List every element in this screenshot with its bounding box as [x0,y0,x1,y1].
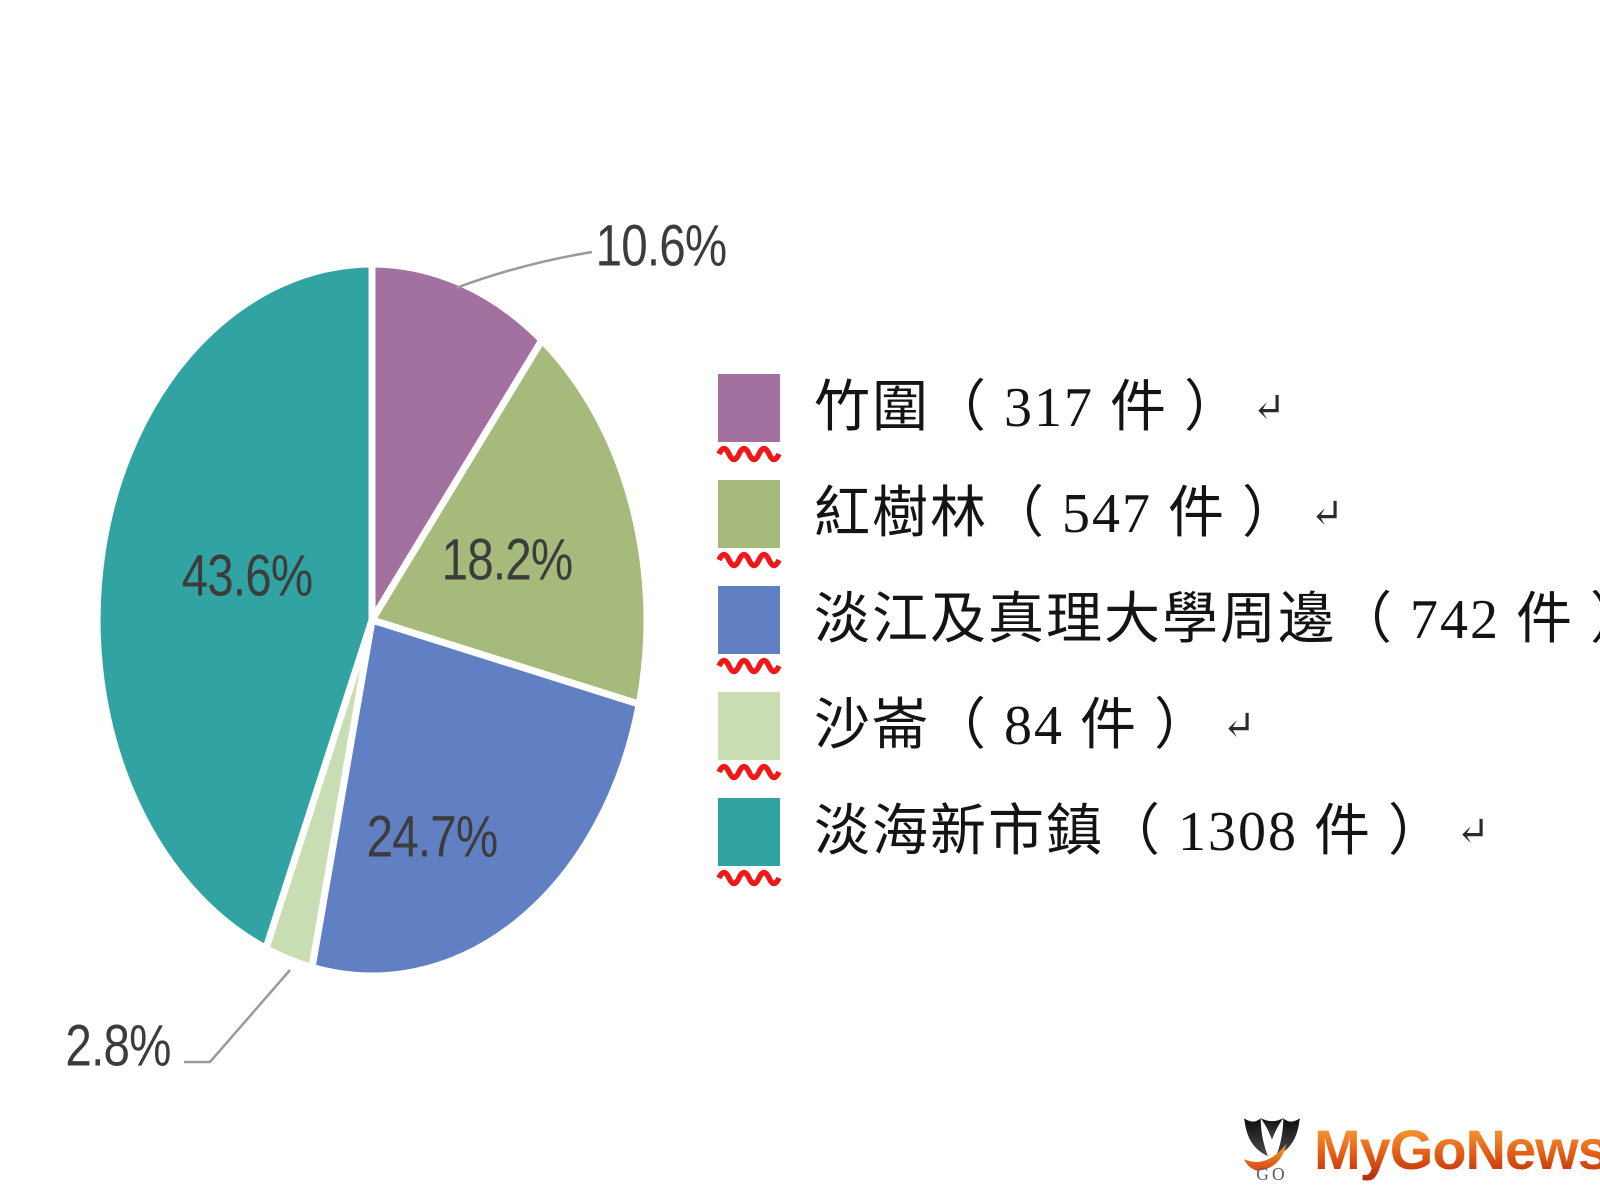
legend-swatch [716,374,782,463]
pie-slice-tamkang-university-area [308,616,643,980]
spellcheck-squiggle [716,551,782,569]
legend-label: 淡江及真理大學周邊（ 742 件 ） [814,589,1600,651]
leader-line-shalun [184,969,291,1064]
paragraph-return-mark: ↵ [1222,703,1256,748]
legend-item-tamhai-new-town: 淡海新市鎮（ 1308 件 ） ↵ [716,798,1600,888]
legend-swatch [716,586,782,675]
legend-item-shalun: 沙崙（ 84 件 ） ↵ [716,692,1600,782]
chart-legend: 竹圍（ 317 件 ） ↵ 紅樹林（ 547 件 ） ↵ 淡江及真理大學周邊（ … [716,374,1600,904]
legend-item-tamkang-university-area: 淡江及真理大學周邊（ 742 件 ） ↵ [716,586,1600,676]
pie-slice-tamhai-new-town [93,260,376,952]
legend-label: 淡海新市鎮（ 1308 件 ） [814,801,1446,863]
percent-label-zhuwei: 10.6% [595,213,728,279]
legend-label: 竹圍（ 317 件 ） [814,377,1242,439]
legend-swatch [716,692,782,781]
paragraph-return-mark: ↵ [1310,491,1344,536]
percent-label-tamkang-university-area: 24.7% [366,804,499,870]
paragraph-return-mark: ↵ [1456,809,1490,854]
spellcheck-squiggle [716,869,782,887]
spellcheck-squiggle [716,657,782,675]
percent-label-shalun: 2.8% [65,1013,171,1079]
legend-item-hongshulin: 紅樹林（ 547 件 ） ↵ [716,480,1600,570]
mygonews-logo-text: MyGoNews [1314,1117,1600,1182]
spellcheck-squiggle [716,763,782,781]
leader-line-zhuwei [455,250,593,290]
pie-slice-hongshulin [368,336,651,708]
percent-label-hongshulin: 18.2% [441,527,574,593]
paragraph-return-mark: ↵ [1252,385,1286,430]
pie-slice-zhuwei [368,260,546,624]
spellcheck-squiggle [716,445,782,463]
mygonews-mark-go-text: GO [1256,1164,1287,1182]
percent-label-tamhai-new-town: 43.6% [181,543,314,609]
legend-label: 紅樹林（ 547 件 ） [814,483,1300,545]
legend-swatch [716,798,782,887]
legend-label: 沙崙（ 84 件 ） [814,695,1212,757]
mygonews-logo: GO MyGoNews [1238,1116,1600,1182]
mygonews-mark-icon: GO [1244,1118,1300,1182]
legend-swatch [716,480,782,569]
legend-item-zhuwei: 竹圍（ 317 件 ） ↵ [716,374,1600,464]
